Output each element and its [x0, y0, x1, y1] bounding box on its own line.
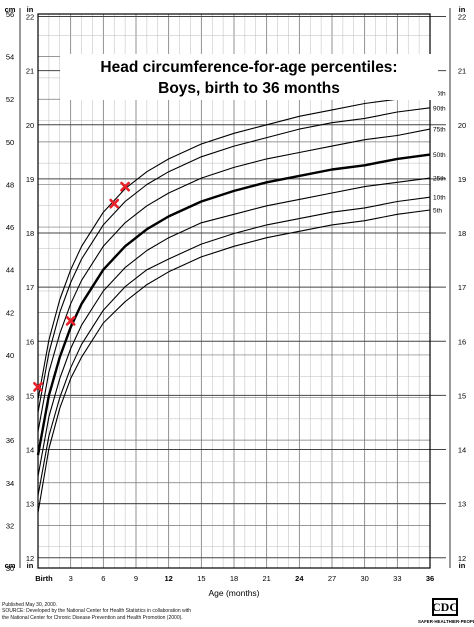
inch-tick-label-left: 16 [26, 337, 34, 346]
inch-tick-label-left: 17 [26, 283, 34, 292]
cm-tick-label: 46 [6, 223, 14, 232]
inch-tick-label-left: 15 [26, 391, 34, 400]
x-tick-label: 36 [426, 574, 434, 583]
cdc-logo-tagline: SAFER·HEALTHIER·PEOPLE [418, 619, 474, 624]
chart-title-line1: Head circumference-for-age percentiles: [100, 59, 397, 76]
cm-tick-label: 44 [6, 266, 14, 275]
inch-tick-label-left: 21 [26, 67, 34, 76]
unit-label: in [459, 5, 466, 14]
inch-tick-label-right: 17 [458, 283, 466, 292]
unit-label: cm [5, 561, 16, 570]
cm-tick-label: 32 [6, 521, 14, 530]
cm-tick-label: 48 [6, 180, 14, 189]
inch-tick-label-right: 13 [458, 500, 466, 509]
x-tick-label: 6 [101, 574, 105, 583]
x-tick-label: Birth [35, 574, 53, 583]
unit-label: in [27, 5, 34, 14]
x-tick-label: 24 [295, 574, 304, 583]
inch-tick-label-right: 15 [458, 391, 466, 400]
x-tick-label: 33 [393, 574, 401, 583]
percentile-label-5th: 5th [433, 208, 442, 215]
chart-title-line2: Boys, birth to 36 months [158, 80, 340, 97]
cm-tick-label: 38 [6, 394, 14, 403]
cdc-logo-mark: CDC [432, 598, 458, 616]
x-axis-label: Age (months) [208, 588, 259, 598]
footer-source2: the National Center for Chronic Disease … [2, 615, 412, 621]
cm-tick-label: 34 [6, 479, 14, 488]
footer: Published May 30, 2000. SOURCE: Develope… [2, 602, 412, 621]
cm-tick-label: 54 [6, 53, 14, 62]
inch-tick-label-left: 19 [26, 175, 34, 184]
percentile-label-75th: 75th [433, 127, 446, 134]
cm-tick-label: 42 [6, 308, 14, 317]
inch-tick-label-right: 16 [458, 337, 466, 346]
inch-tick-label-right: 20 [458, 121, 466, 130]
unit-label: cm [5, 5, 16, 14]
cm-tick-label: 52 [6, 95, 14, 104]
inch-tick-label-left: 20 [26, 121, 34, 130]
x-tick-label: 15 [197, 574, 205, 583]
x-tick-label: 9 [134, 574, 138, 583]
x-tick-label: 12 [164, 574, 172, 583]
percentile-label-90th: 90th [433, 105, 446, 112]
x-tick-label: 21 [262, 574, 270, 583]
inch-tick-label-right: 14 [458, 446, 466, 455]
cm-tick-label: 40 [6, 351, 14, 360]
percentile-label-25th: 25th [433, 176, 446, 183]
inch-tick-label-left: 13 [26, 500, 34, 509]
percentile-label-50th: 50th [433, 152, 446, 159]
x-tick-label: 3 [69, 574, 73, 583]
inch-tick-label-right: 21 [458, 67, 466, 76]
x-tick-label: 30 [360, 574, 368, 583]
unit-label: in [27, 561, 34, 570]
cdc-logo: CDC SAFER·HEALTHIER·PEOPLE [418, 598, 474, 627]
percentile-label-10th: 10th [433, 195, 446, 202]
cm-tick-label: 36 [6, 436, 14, 445]
unit-label: in [459, 561, 466, 570]
inch-tick-label-left: 14 [26, 446, 34, 455]
x-tick-label: 18 [230, 574, 238, 583]
cm-tick-label: 50 [6, 138, 14, 147]
inch-tick-label-right: 18 [458, 229, 466, 238]
inch-tick-label-left: 18 [26, 229, 34, 238]
inch-tick-label-right: 19 [458, 175, 466, 184]
x-tick-label: 27 [328, 574, 336, 583]
